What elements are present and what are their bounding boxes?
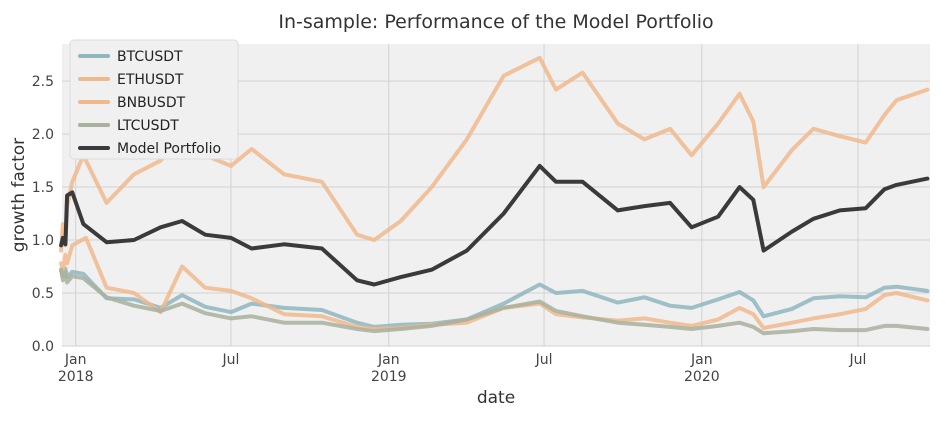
x-tick-label: Jan bbox=[377, 352, 400, 368]
chart-title: In-sample: Performance of the Model Port… bbox=[278, 11, 713, 33]
y-tick-label: 2.5 bbox=[32, 74, 54, 90]
y-tick-label: 0.0 bbox=[32, 339, 54, 355]
x-axis-label: date bbox=[477, 388, 515, 408]
x-tick-year: 2018 bbox=[58, 369, 94, 385]
series-line-ltcusdt bbox=[59, 267, 930, 336]
legend-label: BTCUSDT bbox=[117, 49, 183, 65]
y-tick-label: 0.5 bbox=[32, 286, 54, 302]
series-lines bbox=[59, 55, 930, 336]
y-tick-label: 2.0 bbox=[32, 127, 54, 143]
x-tick-year: 2019 bbox=[371, 369, 407, 385]
x-tick-label: Jan bbox=[690, 352, 713, 368]
legend: BTCUSDT ETHUSDT BNBUSDT LTCUSDT Model Portfo… bbox=[69, 39, 239, 160]
series-line-model-portfolio bbox=[59, 163, 930, 287]
y-tick-label: 1.0 bbox=[32, 233, 54, 249]
x-tick-label: Jul bbox=[848, 352, 866, 368]
legend-label: Model Portfolio bbox=[117, 141, 221, 157]
x-tick-label: Jan bbox=[64, 352, 87, 368]
x-tick-label: Jul bbox=[222, 352, 240, 368]
legend-label: BNBUSDT bbox=[117, 95, 186, 111]
legend-box bbox=[69, 39, 239, 160]
y-axis-label: growth factor bbox=[9, 138, 29, 252]
x-tick-label: Jul bbox=[535, 352, 553, 368]
y-tick-label: 1.5 bbox=[32, 180, 54, 196]
legend-label: LTCUSDT bbox=[117, 118, 179, 134]
legend-label: ETHUSDT bbox=[117, 72, 184, 88]
series-line-ethusdt bbox=[59, 235, 930, 331]
series-line-bnbusdt bbox=[59, 55, 930, 253]
y-axis-ticks: 0.0 0.5 1.0 1.5 2.0 2.5 bbox=[32, 74, 54, 355]
x-tick-year: 2020 bbox=[684, 369, 720, 385]
